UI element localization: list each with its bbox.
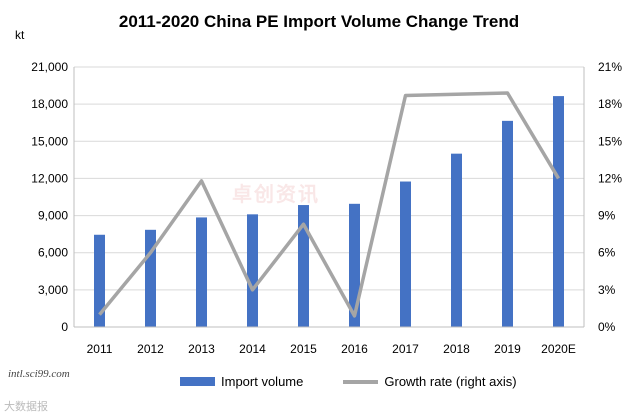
legend: Import volume Growth rate (right axis)	[180, 374, 517, 389]
legend-bar-swatch	[180, 377, 215, 386]
tick-labels: 0 3,000 6,000 9,000 12,000 15,000 18,000 21,000…	[31, 60, 622, 356]
x-tick-label: 2013	[188, 342, 215, 356]
x-tick-label: 2017	[392, 342, 419, 356]
bar-import-volume	[502, 120, 513, 327]
chart-title: 2011-2020 China PE Import Volume Change …	[118, 12, 520, 31]
right-tick-label: 9%	[598, 209, 616, 223]
bar-import-volume	[400, 181, 411, 327]
left-tick-label: 12,000	[31, 171, 68, 185]
x-tick-label: 2012	[137, 342, 164, 356]
bar-import-volume	[196, 217, 207, 327]
bar-import-volume	[247, 214, 258, 327]
x-tick-label: 2016	[341, 342, 368, 356]
watermark-logo: 卓创资讯	[232, 184, 320, 206]
left-tick-label: 3,000	[38, 283, 68, 297]
bar-import-volume	[553, 96, 564, 327]
left-tick-label: 21,000	[31, 60, 68, 74]
right-tick-label: 3%	[598, 283, 616, 297]
right-tick-label: 15%	[598, 134, 622, 148]
watermark-bottom: 大数据报	[4, 401, 48, 413]
bar-import-volume	[145, 229, 156, 327]
right-tick-label: 0%	[598, 320, 616, 334]
line-series	[98, 91, 561, 318]
bar-import-volume	[94, 234, 105, 327]
line-growth-rate	[98, 91, 561, 318]
x-tick-label: 2019	[494, 342, 521, 356]
left-tick-label: 18,000	[31, 97, 68, 111]
legend-line-swatch	[343, 379, 379, 384]
x-tick-label: 2011	[87, 342, 113, 356]
x-tick-label: 2015	[290, 342, 317, 356]
left-tick-label: 9,000	[38, 209, 68, 223]
left-tick-label: 15,000	[31, 134, 68, 148]
source-label: intl.sci99.com	[8, 368, 70, 380]
x-tick-label: 2020E	[541, 342, 576, 356]
legend-label-growth-rate: Growth rate (right axis)	[384, 374, 517, 389]
bar-import-volume	[451, 153, 462, 327]
x-tick-label: 2018	[443, 342, 470, 356]
left-tick-label: 0	[61, 320, 68, 334]
bar-import-volume	[298, 205, 309, 327]
axes	[73, 67, 585, 328]
legend-label-import-volume: Import volume	[221, 374, 304, 389]
bar-series	[94, 96, 564, 327]
right-tick-label: 6%	[598, 246, 616, 260]
right-tick-label: 21%	[598, 60, 622, 74]
right-tick-label: 12%	[598, 171, 622, 185]
y-axis-unit-label: kt	[15, 28, 25, 42]
right-tick-label: 18%	[598, 97, 622, 111]
left-tick-label: 6,000	[38, 246, 68, 260]
bar-import-volume	[349, 203, 360, 327]
x-tick-label: 2014	[239, 342, 266, 356]
